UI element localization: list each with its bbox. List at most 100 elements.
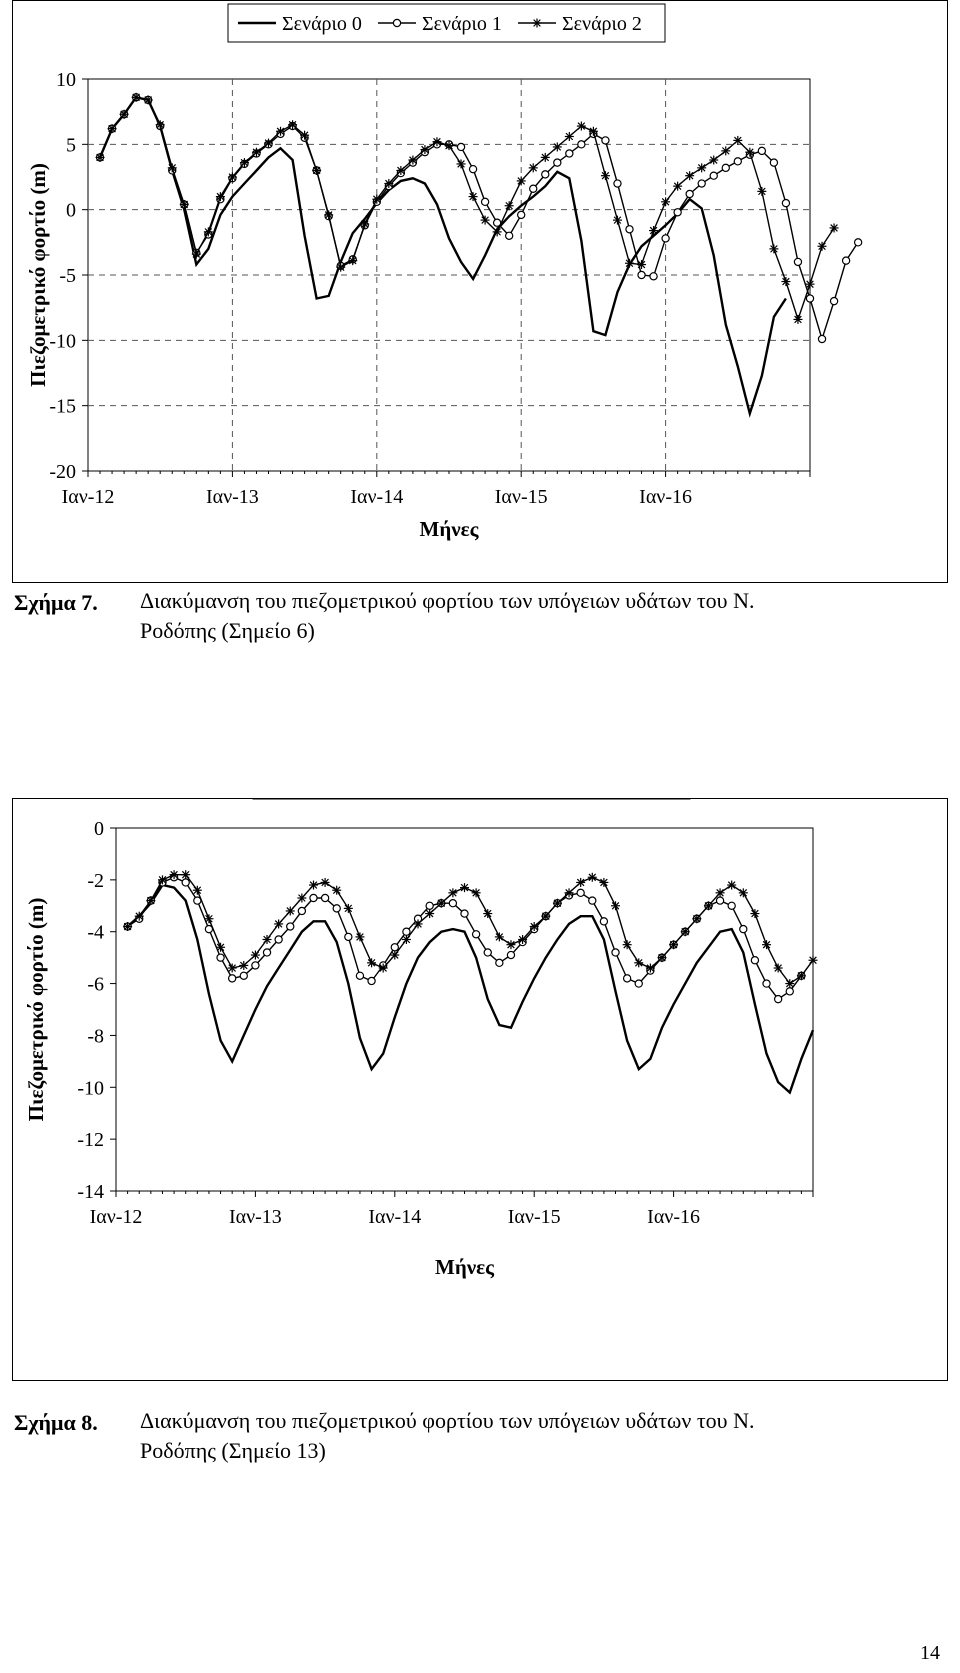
series-2-point xyxy=(227,963,237,973)
series-2-point xyxy=(169,870,179,880)
figure-8-label: Σχήμα 8. xyxy=(14,1410,98,1435)
series-1-point xyxy=(425,901,434,910)
series-1-point xyxy=(262,948,272,957)
series-2-point xyxy=(588,126,598,136)
series-1-point xyxy=(649,272,658,281)
series-2-point xyxy=(460,883,469,893)
series-2-point xyxy=(204,914,214,924)
series-1-point xyxy=(320,893,330,903)
series-2-point xyxy=(492,227,502,237)
chart-figure-8: 0 -2 -4 -6 -8 -10 -12 -14 Ιαν-12 Ιαν-13 Ιαν-14 Ιαν-… xyxy=(12,798,948,1381)
series-2-point xyxy=(324,210,334,220)
series-1-point xyxy=(181,878,190,887)
series-2-point xyxy=(625,258,634,268)
series-2-point xyxy=(203,227,213,237)
series-2-point xyxy=(332,885,342,895)
series-1-point xyxy=(553,158,562,167)
series-2-point xyxy=(155,120,165,130)
series-2-point xyxy=(564,131,574,141)
y-tick-label: -12 xyxy=(77,1129,104,1151)
series-2-point xyxy=(796,971,806,981)
series-1-point xyxy=(601,136,610,145)
series-2-point xyxy=(612,215,622,225)
series-1-point xyxy=(829,296,839,306)
legend: Σενάριο 0 Σενάριο 1 Σενάριο 2 xyxy=(227,3,666,43)
series-2-point xyxy=(276,126,286,136)
series-2-point xyxy=(300,130,310,140)
series-2-point xyxy=(157,875,167,885)
series-2-point xyxy=(390,950,400,960)
series-1-point xyxy=(517,210,526,220)
series-2-point xyxy=(167,163,177,173)
y-tick-label: -14 xyxy=(77,1181,104,1203)
series-2-point xyxy=(721,146,731,156)
series-2-point xyxy=(274,919,284,929)
series-1-point xyxy=(565,149,574,158)
series-line-2 xyxy=(127,873,814,985)
series-2-point xyxy=(727,880,737,890)
series-1-point xyxy=(332,904,341,913)
x-tick-label: Ιαν-16 xyxy=(639,486,692,508)
series-2-point xyxy=(456,159,466,169)
series-0 xyxy=(126,883,815,1095)
x-tick-label: Ιαν-15 xyxy=(495,486,548,508)
series-2-point xyxy=(703,901,713,911)
series-1-point xyxy=(506,950,516,960)
figure-7-caption-line1: Διακύμανση του πιεζομετρικού φορτίου των… xyxy=(140,588,755,613)
chart-figure-7: 10 5 0 -5 -10 -15 -20 Ιαν-12 Ιαν-13 Ιαν-14 Ιαν-15 Ι… xyxy=(12,0,948,583)
series-1-point xyxy=(504,231,514,240)
series-1 xyxy=(95,93,863,344)
series-1-point xyxy=(613,179,622,188)
series-2-point xyxy=(600,171,610,181)
series-2-point xyxy=(673,181,683,191)
series-1-point xyxy=(286,922,295,931)
series-2-point xyxy=(817,241,827,251)
series-2-point xyxy=(216,942,226,952)
series-2-point xyxy=(773,963,783,973)
plot-area xyxy=(87,78,811,472)
series-1-point xyxy=(274,935,283,944)
series-2-point xyxy=(750,909,760,919)
series-1-point xyxy=(841,256,851,265)
series-1-point xyxy=(769,158,779,167)
series-2-point xyxy=(709,155,719,165)
series-1-point xyxy=(216,953,225,962)
legend-box xyxy=(227,3,666,43)
series-1 xyxy=(123,873,806,1004)
series-2-point xyxy=(480,215,490,225)
legend-label-0: Σενάριο 0 xyxy=(282,13,362,35)
series-2 xyxy=(95,92,839,324)
series-1-point xyxy=(673,208,682,217)
series-2-point xyxy=(528,163,538,173)
series-1-point xyxy=(622,974,632,983)
x-tick-label: Ιαν-12 xyxy=(62,486,115,508)
series-2-point xyxy=(425,909,435,919)
series-1-point xyxy=(733,157,743,166)
series-2-point xyxy=(191,249,201,259)
series-1-point xyxy=(805,294,815,303)
series-2-point xyxy=(308,880,318,890)
series-1-point xyxy=(697,179,706,188)
series-1-point xyxy=(483,948,492,957)
series-2-point xyxy=(468,192,478,202)
series-2-point xyxy=(516,176,526,186)
series-2-point xyxy=(504,201,514,211)
x-tick-label: Ιαν-15 xyxy=(508,1206,561,1228)
series-2-point xyxy=(239,960,249,970)
series-1-point xyxy=(495,958,504,968)
y-tick-label: -6 xyxy=(87,974,104,996)
series-2-point xyxy=(657,953,667,963)
series-2-point xyxy=(107,124,117,134)
series-line-2 xyxy=(99,96,835,322)
series-1-point xyxy=(637,270,646,280)
series-2 xyxy=(123,870,818,989)
series-1-point xyxy=(762,979,771,988)
series-2-point xyxy=(494,932,504,942)
y-axis-title: Πιεζομετρικό φορτίο (m) xyxy=(26,163,50,387)
series-2-point xyxy=(146,896,156,906)
y-tick-label: 0 xyxy=(94,818,104,840)
series-2-point xyxy=(757,186,767,196)
y-tick-label: -4 xyxy=(87,922,104,944)
series-line-1 xyxy=(127,876,802,1001)
series-1-point xyxy=(309,893,318,903)
